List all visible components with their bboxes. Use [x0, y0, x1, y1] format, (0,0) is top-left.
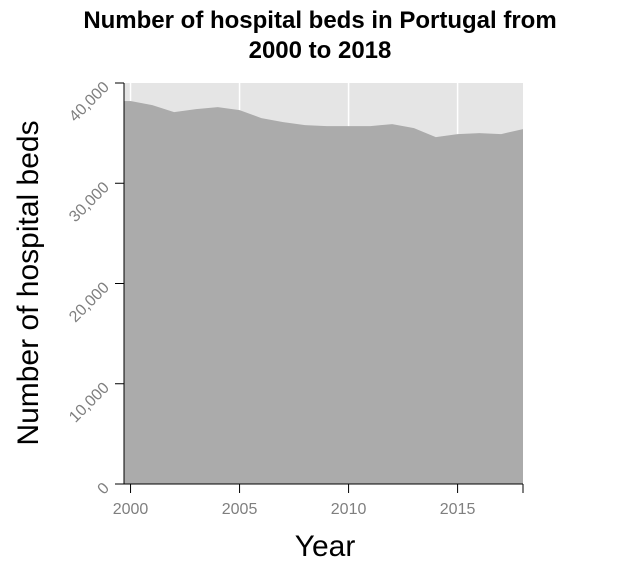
y-tick-label: 30,000 [66, 179, 113, 226]
y-tick-label: 20,000 [66, 279, 113, 326]
plot-area [124, 83, 523, 485]
area-fill-left-edge [124, 101, 131, 485]
x-axis-title: Year [295, 530, 356, 563]
x-tick-label: 2000 [113, 501, 149, 518]
y-tick-label: 40,000 [66, 79, 113, 126]
x-tick-label: 2005 [222, 501, 258, 518]
y-tick-label: 10,000 [66, 379, 113, 426]
y-axis-title: Number of hospital beds [12, 120, 45, 445]
y-tick-label: 0 [95, 480, 113, 498]
chart-title-line-1: Number of hospital beds in Portugal from [83, 7, 557, 34]
chart-title-line-2: 2000 to 2018 [248, 37, 392, 64]
chart-title: Number of hospital beds in Portugal from… [0, 6, 640, 66]
area-series-hospital-beds [130, 101, 523, 484]
x-tick-label: 2010 [331, 501, 367, 518]
x-tick-label: 2015 [440, 501, 476, 518]
